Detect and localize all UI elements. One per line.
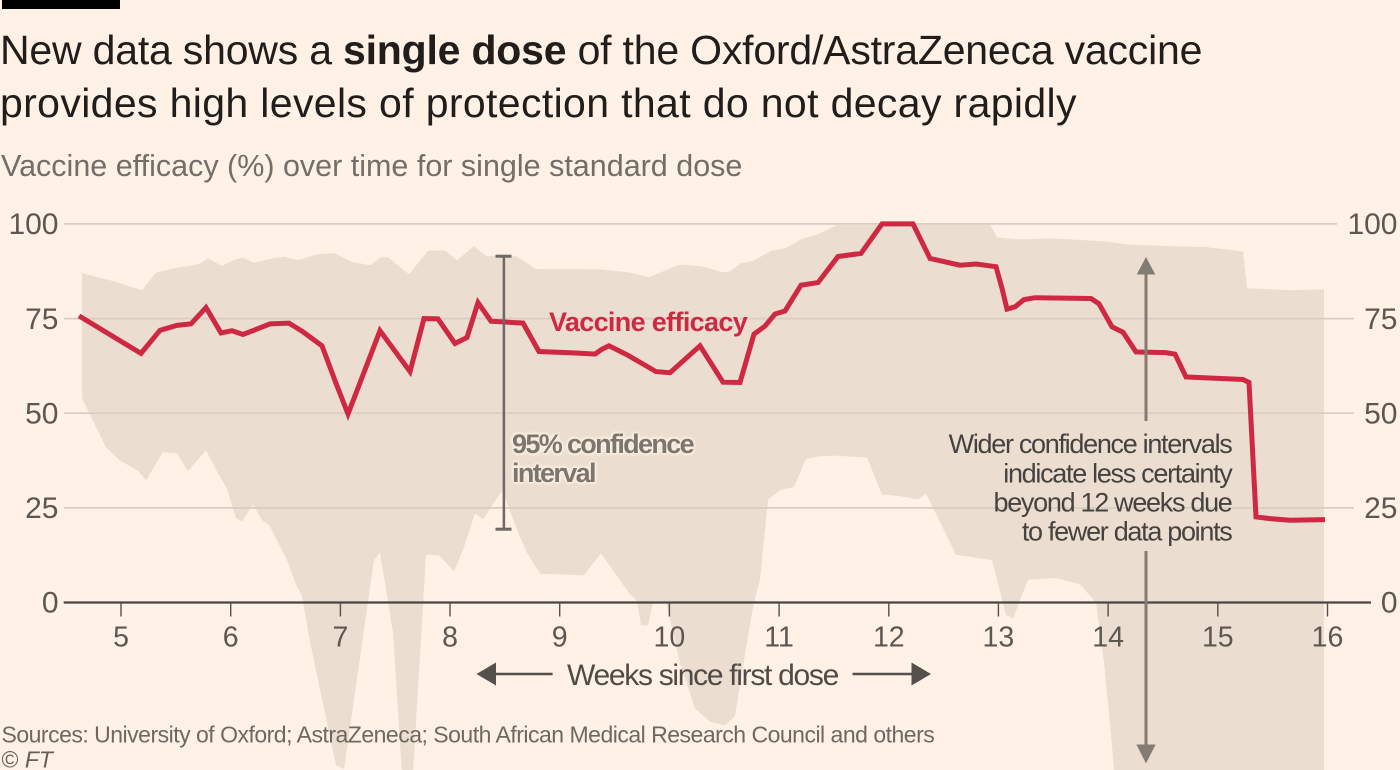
- svg-text:50: 50: [25, 397, 58, 430]
- svg-text:Sources: University of Oxford;: Sources: University of Oxford; AstraZene…: [2, 722, 935, 748]
- svg-text:16: 16: [1312, 622, 1344, 654]
- svg-text:75: 75: [25, 303, 58, 336]
- svg-text:Weeks since first dose: Weeks since first dose: [567, 659, 839, 692]
- svg-text:0: 0: [1381, 587, 1398, 620]
- svg-text:14: 14: [1092, 622, 1124, 654]
- svg-text:12: 12: [873, 622, 905, 654]
- svg-text:Vaccine efficacy: Vaccine efficacy: [549, 307, 748, 337]
- svg-text:8: 8: [442, 622, 458, 654]
- svg-text:to fewer data points: to fewer data points: [1022, 517, 1232, 547]
- svg-text:indicate less certainty: indicate less certainty: [1003, 458, 1233, 488]
- svg-text:25: 25: [1364, 492, 1397, 525]
- svg-text:© FT: © FT: [2, 747, 55, 770]
- svg-text:5: 5: [113, 622, 129, 654]
- svg-text:100: 100: [1347, 208, 1397, 241]
- svg-text:100: 100: [8, 208, 58, 241]
- svg-text:10: 10: [654, 622, 686, 654]
- svg-text:9: 9: [552, 622, 568, 654]
- svg-text:25: 25: [25, 492, 58, 525]
- svg-text:13: 13: [983, 622, 1015, 654]
- svg-text:0: 0: [42, 587, 59, 620]
- svg-text:7: 7: [332, 622, 348, 654]
- svg-text:50: 50: [1364, 397, 1397, 430]
- svg-text:15: 15: [1202, 622, 1234, 654]
- svg-text:75: 75: [1364, 303, 1397, 336]
- svg-text:Wider confidence intervals: Wider confidence intervals: [949, 429, 1233, 459]
- svg-text:beyond 12 weeks due: beyond 12 weeks due: [994, 488, 1232, 518]
- svg-text:11: 11: [764, 622, 794, 654]
- svg-text:6: 6: [223, 622, 239, 654]
